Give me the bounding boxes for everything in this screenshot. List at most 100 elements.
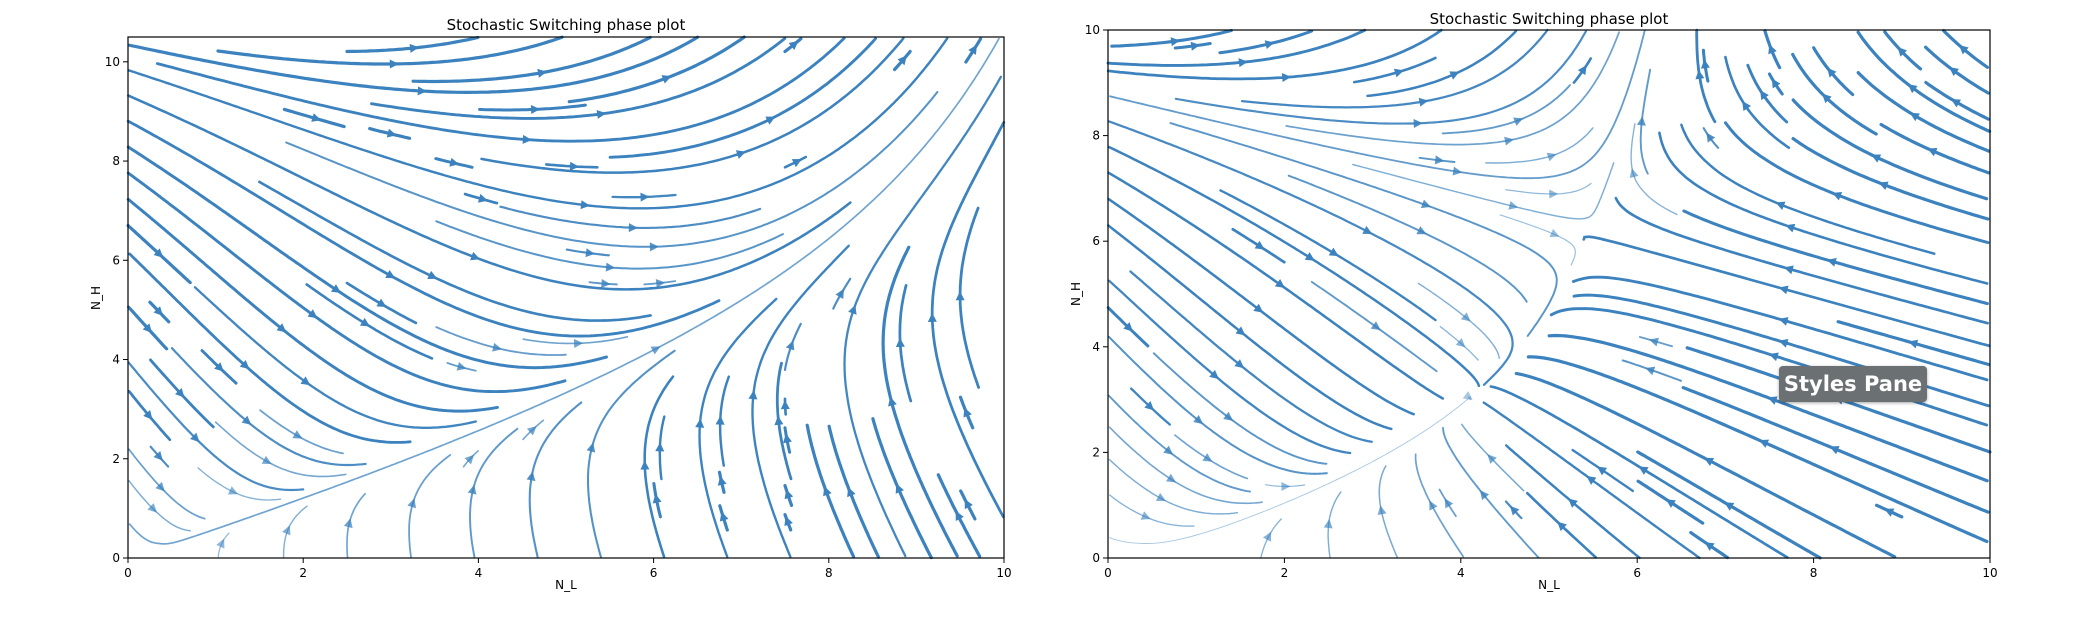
streamline-arrow — [1416, 226, 1427, 235]
streamline — [1791, 52, 1878, 136]
streamline-arrow — [719, 511, 729, 522]
streamline-arrow — [605, 262, 616, 272]
streamline-arrow — [784, 516, 793, 527]
streamline-arrow — [1958, 45, 1969, 55]
streamline-arrow — [153, 451, 163, 461]
streamline-arrow — [586, 442, 596, 453]
streamline-arrow — [153, 248, 164, 258]
streamline-arrow — [214, 362, 224, 372]
streamline-arrow — [1452, 166, 1463, 176]
streamline — [1417, 282, 1501, 359]
streamline-arrow — [717, 475, 727, 486]
streamline-arrow — [964, 499, 973, 510]
streamline-arrow — [359, 317, 370, 327]
streamline — [1108, 426, 1263, 505]
y-tick-label: 6 — [1092, 234, 1100, 248]
streamline-arrow — [307, 309, 318, 319]
streamline-arrow — [1163, 445, 1174, 455]
streamline-arrow — [1462, 391, 1473, 401]
streamline-arrow — [227, 486, 239, 495]
streamline-arrow — [785, 340, 795, 351]
streamline-arrow — [1950, 98, 1962, 108]
y-tick-label: 0 — [1092, 551, 1100, 565]
streamline — [1240, 28, 1549, 109]
streamline — [480, 37, 905, 174]
streamline-arrow — [1504, 136, 1514, 146]
streamline-arrow — [477, 193, 488, 203]
streamline-arrow — [1771, 78, 1781, 89]
streamline-arrow — [1238, 58, 1248, 68]
streamline — [1109, 29, 1646, 180]
streamline-arrow — [155, 481, 165, 492]
streamline-arrow — [153, 306, 164, 316]
streamline-arrow — [456, 361, 467, 371]
streamline-arrow — [241, 415, 252, 425]
streamline — [1129, 270, 1373, 443]
streamline-arrow — [1778, 317, 1789, 326]
streamline-arrow — [331, 284, 341, 293]
streamline — [1724, 121, 1990, 245]
streamline-arrow — [1821, 93, 1832, 104]
x-tick-label: 4 — [1457, 566, 1465, 580]
streamline-arrow — [895, 483, 904, 494]
streamline-arrow — [1783, 265, 1794, 275]
streamline-arrow — [311, 113, 322, 122]
streamline — [259, 409, 344, 455]
streamline-arrow — [715, 415, 725, 425]
streamline-arrow — [1190, 41, 1201, 51]
streamlines-right — [1106, 28, 1992, 560]
y-tick-label: 10 — [105, 55, 120, 69]
x-tick-label: 10 — [1982, 566, 1997, 580]
ticks-left: 0 2 4 6 8 10 0 2 4 6 8 10 — [105, 55, 1012, 580]
streamline-arrow — [276, 323, 287, 333]
streamline-arrow — [735, 150, 746, 159]
streamline — [1285, 31, 1620, 146]
streamline-arrow — [1155, 492, 1166, 502]
streamline — [643, 375, 675, 558]
streamline — [1630, 123, 1678, 216]
streamline-arrow — [1724, 502, 1735, 511]
streamline-arrow — [968, 44, 977, 55]
streamline-arrow — [1234, 359, 1245, 369]
streamline-arrow — [1577, 65, 1587, 76]
streamline-arrow — [847, 487, 856, 498]
plot-title-left: Stochastic Switching phase plot — [447, 16, 686, 34]
streamline-arrow — [580, 200, 590, 210]
streamline-arrow — [1742, 100, 1751, 111]
streamline-arrow — [1908, 339, 1919, 349]
streamline-arrow — [1449, 71, 1460, 80]
streamline — [1109, 395, 1472, 544]
streamline — [1106, 28, 1443, 81]
streamline-arrow — [585, 248, 595, 258]
streamline-arrow — [1393, 68, 1404, 78]
streamline-arrow — [695, 418, 705, 428]
streamline-arrow — [661, 75, 672, 84]
streamline-arrow — [569, 161, 580, 171]
streamline-arrow — [895, 337, 905, 348]
y-tick-label: 4 — [1092, 340, 1100, 354]
streamline-arrow — [823, 486, 832, 497]
streamline-arrow — [774, 415, 784, 426]
streamline — [1174, 434, 1249, 480]
streamline-arrow — [1235, 326, 1246, 336]
streamline-arrow — [385, 269, 396, 279]
streamline-arrow — [640, 192, 650, 202]
streamline — [805, 423, 856, 559]
streamline-arrow — [261, 455, 272, 465]
streamline-arrow — [526, 426, 537, 436]
axes-frame-left — [127, 36, 1005, 559]
streamline-arrow — [449, 157, 460, 167]
streamline-arrow — [343, 518, 353, 529]
streamline-arrow — [1832, 191, 1843, 201]
streamline-arrow — [427, 270, 438, 280]
streamline-arrow — [1193, 414, 1204, 425]
streamline-arrow — [1455, 338, 1466, 348]
streamline-arrow — [1377, 505, 1387, 516]
streamline — [170, 347, 367, 467]
streamline-arrow — [1509, 505, 1520, 516]
streamline-arrow — [1281, 73, 1292, 83]
streamline-arrow — [596, 109, 607, 119]
streamline-arrow — [835, 288, 844, 299]
streamline-arrow — [573, 338, 584, 348]
